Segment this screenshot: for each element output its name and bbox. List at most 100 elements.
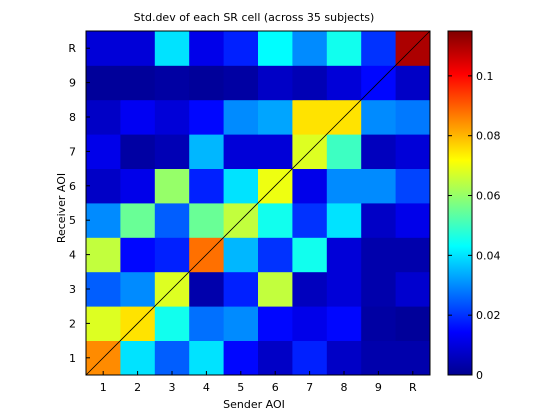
heatmap-cell-s8-r2: [326, 306, 362, 341]
heatmap-cell-s5-r2: [223, 306, 259, 341]
heatmap-cell-s7-rR: [292, 31, 328, 66]
x-tick-label: 3: [169, 381, 176, 394]
heatmap-cell-s1-r7: [86, 134, 121, 169]
heatmap-cell-s6-r2: [258, 306, 293, 341]
colorbar-ticks: 0 0.02 0.04 0.06 0.08 0.1: [448, 70, 501, 382]
y-tick-label: 3: [69, 283, 76, 296]
x-tick-label: 9: [375, 381, 382, 394]
colorbar-tick-label: 0: [476, 369, 483, 382]
heatmap-cell-s9-r4: [361, 237, 396, 273]
heatmap-cell-s3-r5: [154, 203, 190, 238]
heatmap-cell-s1-r5: [86, 203, 121, 238]
y-tick-label: 1: [69, 352, 76, 365]
x-tick-label: 7: [306, 381, 313, 394]
y-tick-label: R: [68, 42, 76, 55]
heatmap-cell-s7-r1: [292, 340, 328, 376]
heatmap-cell-s8-r7: [326, 134, 362, 169]
heatmap-cell-s8-r4: [326, 237, 362, 273]
y-tick-label: 9: [69, 77, 76, 90]
heatmap-cell-s5-r6: [223, 168, 259, 204]
heatmap-cell-s5-r9: [223, 65, 259, 101]
x-tick-label: 6: [272, 381, 279, 394]
heatmap-cell-s3-r9: [154, 65, 190, 101]
colorbar-tick-label: 0.08: [476, 130, 501, 143]
diagonal-line: [85, 30, 431, 376]
heatmap-cell-s2-r9: [120, 65, 156, 101]
heatmap-cell-s4-r1: [189, 340, 224, 376]
heatmap-cell-s2-r1: [120, 340, 156, 376]
y-tick-label: 7: [69, 145, 76, 158]
heatmap-cell-s4-r8: [189, 99, 224, 135]
axis-ticks: 1 2 3 4 5 6 7 8 9 R 1 2 3 4 5 6 7 8 9 R: [68, 42, 417, 394]
heatmap-cell-s6-rR: [258, 31, 293, 66]
plot-axes-box: [85, 30, 431, 376]
heatmap-cell-s9-r8: [361, 99, 396, 135]
y-tick-label: 6: [69, 180, 76, 193]
heatmap-cell-s3-r8: [154, 99, 190, 135]
colorbar-tick-label: 0.06: [476, 190, 501, 203]
heatmap-cell-s9-r2: [361, 306, 396, 341]
heatmap-cell-s8-r6: [326, 168, 362, 204]
heatmap-cell-sR-r6: [395, 168, 431, 204]
heatmap-cell-s8-rR: [326, 31, 362, 66]
x-tick-label: 2: [134, 381, 141, 394]
heatmap-cell-s5-r1: [223, 340, 259, 376]
heatmap-cell-s3-r2: [154, 306, 190, 341]
heatmap-cell-s8-r5: [326, 203, 362, 238]
heatmap-cell-s5-r7: [223, 134, 259, 169]
heatmap-cell-s5-r4: [223, 237, 259, 273]
heatmap-cell-s3-rR: [154, 31, 190, 66]
heatmap-cell-sR-r5: [395, 203, 431, 238]
heatmap-cell-s9-r6: [361, 168, 396, 204]
heatmap-cell-s9-r5: [361, 203, 396, 238]
heatmap-cell-s9-r7: [361, 134, 396, 169]
heatmap-cell-s7-r3: [292, 271, 328, 307]
heatmap-cell-s1-r6: [86, 168, 121, 204]
colorbar: [447, 30, 473, 376]
heatmap-cell-sR-r3: [395, 271, 431, 307]
heatmap-cell-s7-r5: [292, 203, 328, 238]
heatmap-cell-s4-r2: [189, 306, 224, 341]
heatmap-cell-s9-rR: [361, 31, 396, 66]
heatmap-cell-s6-r9: [258, 65, 293, 101]
heatmap-cell-s2-r4: [120, 237, 156, 273]
y-axis-label: Receiver AOI: [55, 173, 68, 243]
heatmap-cell-s2-rR: [120, 31, 156, 66]
y-tick-label: 5: [69, 214, 76, 227]
heatmap-cell-s6-r4: [258, 237, 293, 273]
heatmap-cell-s8-r3: [326, 271, 362, 307]
x-tick-label: 8: [341, 381, 348, 394]
heatmap-cell-s2-r5: [120, 203, 156, 238]
heatmap-cell-s4-rR: [189, 31, 224, 66]
colorbar-tick-label: 0.02: [476, 309, 501, 322]
heatmap-cell-s8-r1: [326, 340, 362, 376]
x-tick-label: 5: [237, 381, 244, 394]
heatmap-cell-s2-r8: [120, 99, 156, 135]
heatmap-cell-s7-r8: [292, 99, 328, 135]
x-axis-label: Sender AOI: [223, 398, 285, 411]
chart-title: Std.dev of each SR cell (across 35 subje…: [134, 11, 375, 24]
heatmap-cell-sR-r1: [395, 340, 431, 376]
y-tick-label: 4: [69, 249, 76, 262]
heatmap-cell-s3-r4: [154, 237, 190, 273]
heatmap-cell-s9-r3: [361, 271, 396, 307]
heatmap-cell-s4-r5: [189, 203, 224, 238]
heatmap-cell-s6-r8: [258, 99, 293, 135]
heatmap-cell-s2-r6: [120, 168, 156, 204]
heatmap-cell-s8-r9: [326, 65, 362, 101]
heatmap-cell-sR-r2: [395, 306, 431, 341]
heatmap-cell-s6-r7: [258, 134, 293, 169]
heatmap-cell-s5-rR: [223, 31, 259, 66]
heatmap-cell-s9-r1: [361, 340, 396, 376]
heatmap-cell-sR-r9: [395, 65, 431, 101]
heatmap-cell-sR-r4: [395, 237, 431, 273]
heatmap-cell-s7-r4: [292, 237, 328, 273]
heatmap-cell-s3-r1: [154, 340, 190, 376]
heatmap-cell-s1-r8: [86, 99, 121, 135]
y-tick-label: 2: [69, 317, 76, 330]
heatmap-cell-s1-r4: [86, 237, 121, 273]
heatmap-cell-s1-r9: [86, 65, 121, 101]
heatmap-cell-s6-r5: [258, 203, 293, 238]
heatmap-cell-s6-r3: [258, 271, 293, 307]
